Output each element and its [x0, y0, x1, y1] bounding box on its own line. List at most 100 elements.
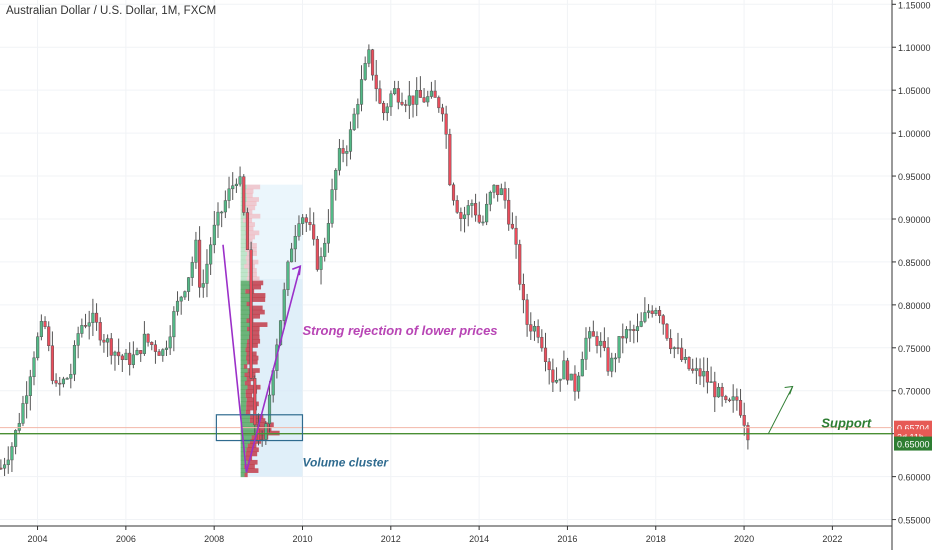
candle-down [474, 203, 478, 216]
candle-up [558, 378, 562, 381]
chart-title: Australian Dollar / U.S. Dollar, 1M, FXC… [6, 5, 217, 17]
volume-bar-up [240, 330, 250, 336]
candle-up [17, 423, 21, 431]
candle-up [319, 256, 323, 270]
candle-up [28, 376, 32, 396]
volume-bar-up [240, 255, 246, 261]
volume-cluster-box [215, 414, 304, 442]
volume-bar-down [244, 464, 255, 469]
candle-down [304, 217, 308, 223]
candle-down [665, 323, 669, 339]
candle-down [418, 90, 422, 98]
candle-up [179, 296, 183, 302]
volume-bar-up [240, 439, 250, 444]
candle-down [139, 350, 143, 354]
volume-bar-down [247, 197, 259, 202]
candle-down [680, 347, 684, 360]
volume-bar-down [243, 363, 248, 369]
volume-bar-down [249, 418, 266, 423]
volume-bar-down [256, 426, 272, 432]
volume-bar-down [244, 380, 251, 386]
volume-bar-up [240, 464, 245, 469]
volume-bar-up [240, 226, 246, 232]
candle-up [337, 148, 342, 171]
volume-bar-down [245, 201, 257, 206]
volume-bar-up [240, 326, 248, 332]
volume-bar-up [240, 213, 248, 219]
volume-bar-up [240, 234, 246, 240]
candle-up [205, 263, 209, 284]
candle-up [385, 106, 389, 114]
volume-bar-up [240, 380, 245, 386]
candle-up [65, 378, 69, 380]
x-tick-label: 2012 [381, 534, 401, 544]
volume-bar-down [245, 234, 256, 240]
candle-up [220, 211, 224, 214]
candle-up [393, 88, 397, 95]
candle-up [231, 185, 235, 190]
candle-up [135, 350, 139, 356]
candle-down [153, 344, 158, 352]
candle-up [183, 291, 187, 298]
candle-down [433, 90, 437, 98]
x-tick-label: 2008 [204, 534, 224, 544]
x-axis-labels: 2004 2006 2008 2010 2012 2014 2016 2018 2020 2022 [28, 526, 842, 544]
candle-up [6, 459, 10, 466]
candle-up [617, 336, 621, 359]
candle-up [643, 312, 647, 322]
y-tick-label: 1.05000 [898, 86, 931, 96]
volume-bar-down [247, 459, 258, 465]
candle-down [566, 360, 570, 381]
candle-up [352, 113, 356, 130]
volume-bar-up [240, 238, 248, 244]
volume-bar-down [245, 409, 251, 415]
y-tick-label: 0.55000 [898, 516, 931, 526]
y-tick-label: 0.90000 [898, 215, 931, 225]
candle-up [654, 310, 658, 314]
volume-bar-down [246, 276, 260, 282]
candle-up [709, 381, 713, 383]
volume-bar-up [240, 468, 248, 473]
y-tick-label: 1.10000 [898, 43, 931, 53]
candle-up [264, 423, 268, 440]
candle-down [746, 425, 750, 441]
candle-up [25, 395, 29, 404]
candle-down [315, 238, 319, 270]
volume-bar-up [240, 414, 251, 419]
candle-up [588, 331, 592, 339]
candle-up [301, 217, 305, 224]
candle-up [562, 360, 566, 380]
candle-up [389, 93, 393, 108]
y-tick-label: 1.15000 [898, 0, 931, 10]
volume-bar-down [246, 184, 261, 190]
volume-bar-down [249, 280, 264, 286]
volume-bar-up [240, 301, 247, 307]
candle-up [238, 176, 242, 185]
volume-bar-up [240, 309, 250, 315]
volume-bar-up [240, 389, 246, 394]
candle-up [367, 49, 371, 64]
y-tick-label: 1.00000 [898, 129, 931, 139]
volume-bar-up [240, 276, 247, 282]
volume-bar-down [247, 368, 260, 373]
y-tick-label: 0.80000 [898, 301, 931, 311]
y-tick-label: 0.75000 [898, 344, 931, 354]
volume-bar-up [240, 293, 250, 298]
candle-up [532, 326, 537, 332]
candle-up [106, 338, 110, 343]
candle-down [459, 212, 463, 219]
candle-up [499, 188, 503, 195]
candle-down [510, 223, 514, 229]
candle-up [32, 357, 36, 377]
support-price-label: 0.65000 [894, 436, 932, 451]
y-tick-label: 0.70000 [898, 387, 931, 397]
candle-down [374, 74, 378, 90]
candle-up [363, 63, 367, 80]
candle-down [198, 239, 202, 288]
candle-up [554, 380, 559, 383]
candle-down [102, 339, 106, 343]
volume-bar-up [240, 218, 244, 223]
volume-bar-down [250, 414, 264, 419]
candle-up [293, 236, 297, 250]
